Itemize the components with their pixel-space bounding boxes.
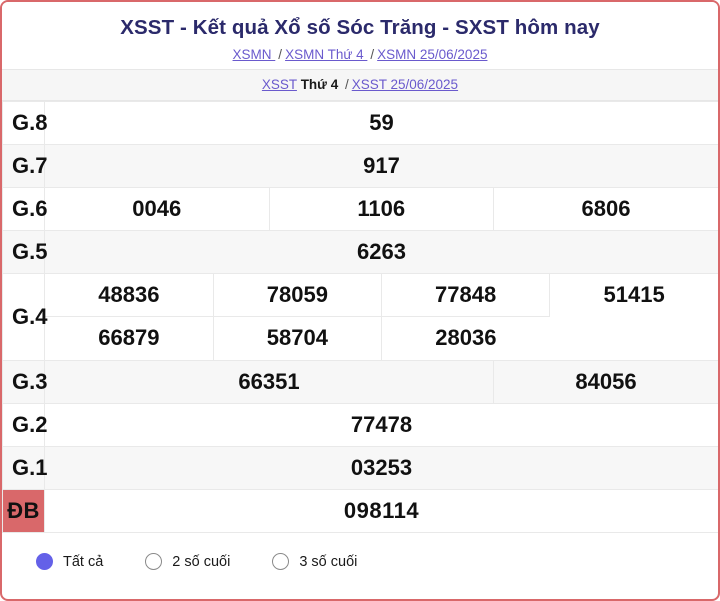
- prize-value-g3-1: 66351: [44, 359, 494, 404]
- table-row-db: ĐB 098114: [2, 488, 718, 533]
- prize-value-g4-1: 48836: [45, 273, 214, 317]
- breadcrumb-secondary-text-1: Thứ 4: [300, 76, 342, 92]
- prize-label-g5: G.5: [2, 229, 47, 274]
- prize-value-g6-1: 0046: [44, 186, 269, 231]
- prize-value-g7: 917: [44, 143, 718, 188]
- prize-value-g6-3: 6806: [493, 186, 718, 231]
- breadcrumb-primary-link-4[interactable]: XSMN 25/06/2025: [377, 46, 488, 62]
- table-row-g4-second: 66879 58704 28036: [45, 316, 718, 360]
- prize-value-g6-2: 1106: [268, 186, 494, 231]
- filter-option-1[interactable]: 2 số cuối: [145, 553, 231, 571]
- breadcrumb-secondary-link-3[interactable]: XSST 25/06/2025: [351, 76, 459, 92]
- prize-value-g3-2: 84056: [493, 359, 718, 404]
- prize-value-g5: 6263: [44, 229, 718, 274]
- filter-option-2[interactable]: 3 số cuối: [272, 553, 358, 571]
- prize-value-g4-2: 78059: [212, 273, 382, 317]
- results-table: G.8 59 G.7 917 G.6 0046 1106 6806 G.5 62…: [2, 100, 718, 533]
- filter-option-label-2: 3 số cuối: [299, 553, 358, 570]
- breadcrumb-primary-link-0[interactable]: XSMN: [232, 46, 276, 62]
- table-row-g4-first: 48836 78059 77848 51415: [45, 273, 718, 317]
- filter-option-label-0: Tất cả: [63, 553, 104, 570]
- table-row-g1: G.1 03253: [2, 445, 718, 490]
- prize-label-g2: G.2: [2, 402, 47, 447]
- breadcrumb-secondary: XSST Thứ 4 /XSST 25/06/2025: [2, 68, 718, 101]
- prize-value-g4-4: 51415: [549, 273, 718, 317]
- header: XSST - Kết quả Xổ số Sóc Trăng - SXST hô…: [2, 2, 718, 101]
- prize-value-db: 098114: [44, 488, 718, 533]
- prize-value-g4-7: 28036: [380, 316, 550, 360]
- prize-label-g8: G.8: [2, 100, 47, 145]
- prize-value-g8: 59: [44, 100, 718, 145]
- prize-value-g4-6: 58704: [212, 316, 382, 360]
- prize-label-g1: G.1: [2, 445, 47, 490]
- radio-button-icon-0[interactable]: [36, 553, 53, 571]
- breadcrumb-primary-separator-1: /: [278, 46, 283, 62]
- breadcrumb-primary-separator-3: /: [370, 46, 375, 62]
- page-title: XSST - Kết quả Xổ số Sóc Trăng - SXST hô…: [120, 16, 600, 39]
- breadcrumb-secondary-separator-2: /: [344, 76, 349, 92]
- prize-value-g4-3: 77848: [380, 273, 550, 317]
- filter-radio-group: Tất cả 2 số cuối 3 số cuối: [2, 532, 718, 591]
- table-row-g6: G.6 0046 1106 6806: [2, 186, 718, 231]
- table-row-g5: G.5 6263: [2, 229, 718, 274]
- filter-option-label-1: 2 số cuối: [172, 553, 231, 570]
- prize-value-g4-5: 66879: [45, 316, 214, 360]
- prize-label-g7: G.7: [2, 143, 47, 188]
- table-row-g8: G.8 59: [2, 100, 718, 145]
- radio-button-icon-2[interactable]: [272, 553, 290, 571]
- breadcrumb-primary: XSMN / XSMN Thứ 4 /XSMN 25/06/2025: [2, 41, 718, 69]
- breadcrumb-secondary-link-0[interactable]: XSST: [261, 76, 297, 92]
- filter-option-0[interactable]: Tất cả: [36, 553, 104, 571]
- prize-label-g3: G.3: [2, 359, 47, 404]
- prize-label-g6: G.6: [2, 186, 47, 231]
- table-row-g3: G.3 66351 84056: [2, 359, 718, 404]
- prize-value-g2: 77478: [44, 402, 718, 447]
- table-row-g2: G.2 77478: [2, 402, 718, 447]
- prize-label-db: ĐB: [2, 488, 45, 533]
- table-row-g7: G.7 917: [2, 143, 718, 188]
- breadcrumb-primary-link-2[interactable]: XSMN Thứ 4: [285, 46, 368, 62]
- table-row-g4: G.4 48836 78059 77848 51415 66879: [2, 272, 718, 361]
- prize-value-g1: 03253: [44, 445, 718, 490]
- radio-button-icon-1[interactable]: [145, 553, 163, 571]
- prize-group-g4: 48836 78059 77848 51415 66879 58704 2803…: [44, 272, 718, 361]
- prize-label-g4: G.4: [2, 272, 47, 361]
